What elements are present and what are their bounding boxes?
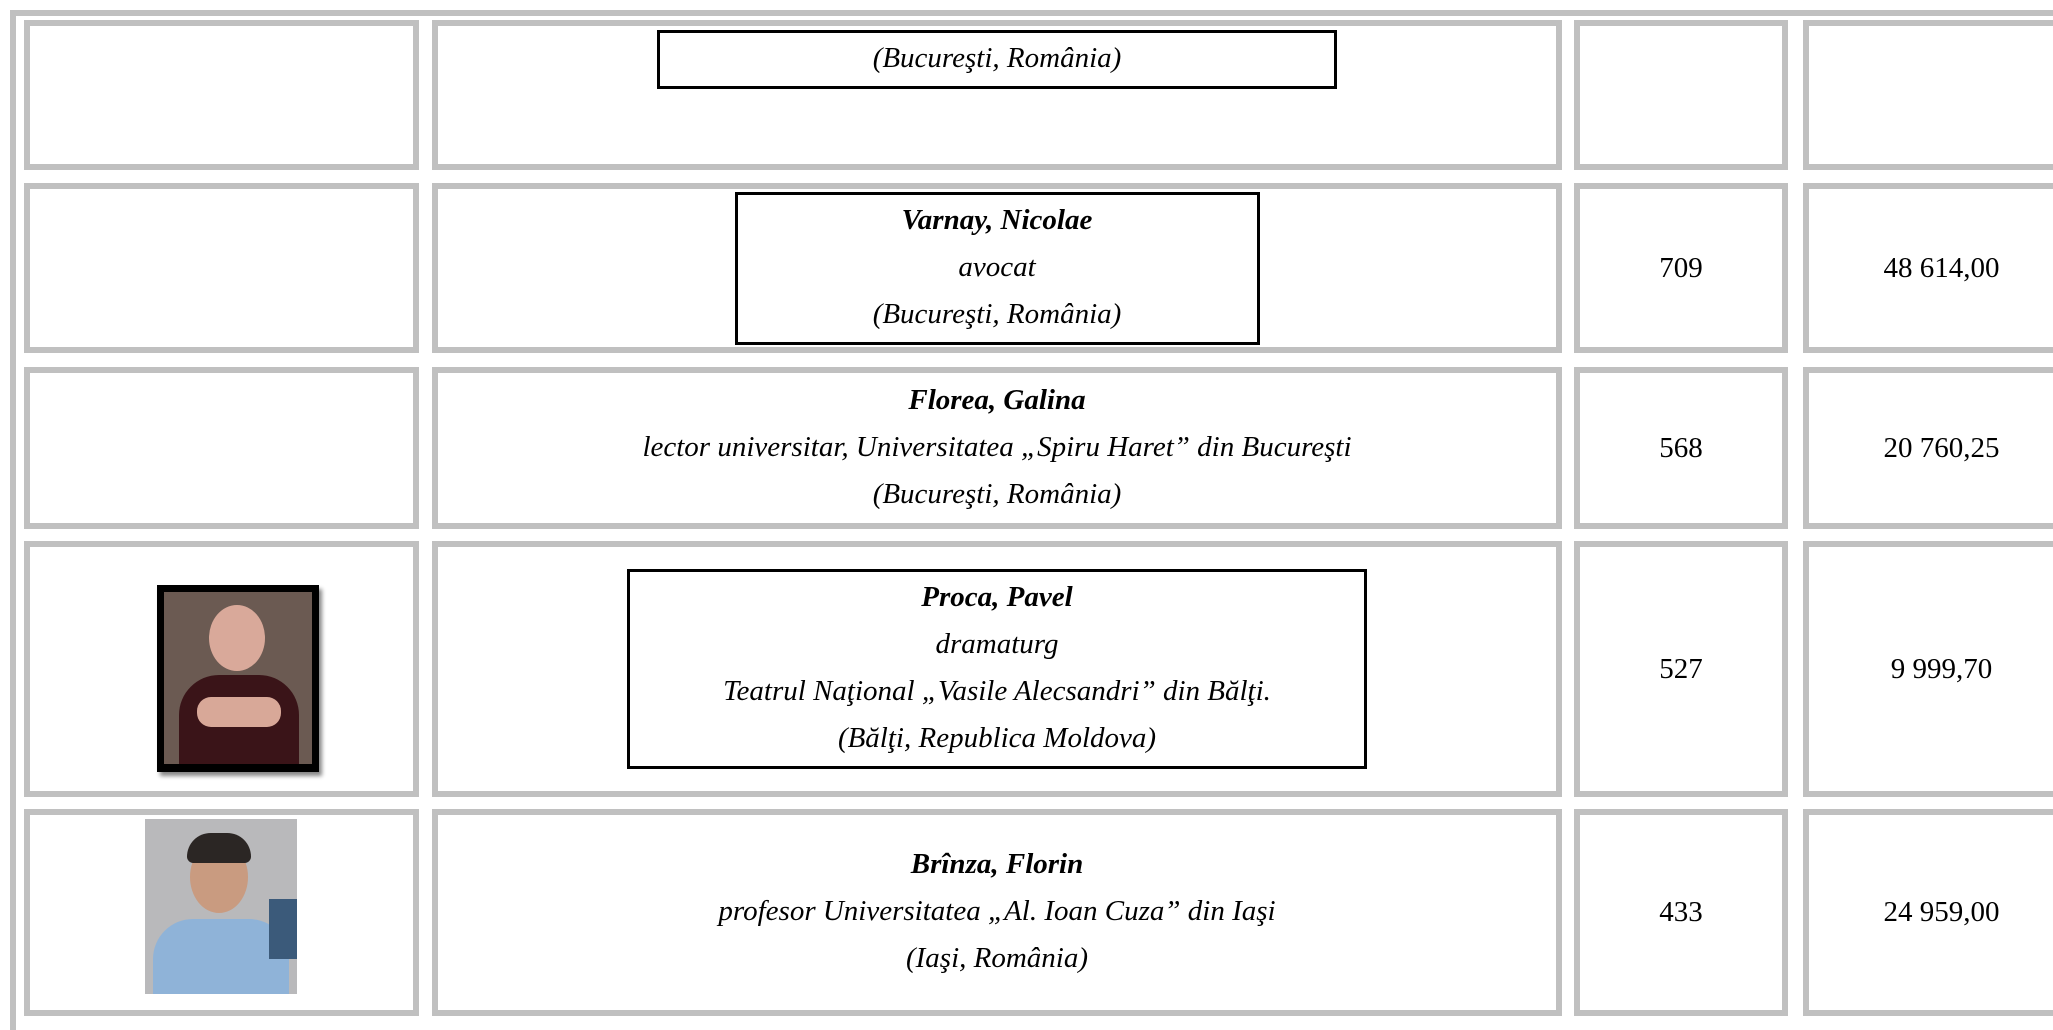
photo-cell bbox=[24, 367, 419, 529]
count: 709 bbox=[1659, 251, 1703, 284]
count-cell: 709 bbox=[1574, 183, 1788, 353]
count-cell: 568 bbox=[1574, 367, 1788, 529]
person-name: Brînza, Florin bbox=[910, 848, 1084, 880]
count: 433 bbox=[1659, 896, 1703, 928]
count-cell: 527 bbox=[1574, 541, 1788, 797]
amount-cell: 20 760,25 bbox=[1803, 367, 2053, 529]
amount-cell bbox=[1803, 20, 2053, 170]
person-name: Florea, Galina bbox=[908, 383, 1086, 416]
person-cell: Brînza, Florin profesor Universitatea „Al… bbox=[432, 809, 1562, 1016]
person-cell: Proca, Pavel dramaturg Teatrul Naţional „V… bbox=[432, 541, 1562, 797]
count-cell bbox=[1574, 20, 1788, 170]
count: 527 bbox=[1659, 652, 1703, 685]
amount-cell: 9 999,70 bbox=[1803, 541, 2053, 797]
person-detail: lector universitar, Universitatea „Spiru… bbox=[642, 430, 1352, 463]
amount: 9 999,70 bbox=[1890, 652, 1993, 685]
person-name: Varnay, Nicolae bbox=[901, 203, 1093, 236]
photo-cell bbox=[24, 541, 419, 797]
person-name: Proca, Pavel bbox=[921, 581, 1073, 613]
person-detail: Teatrul Naţional „Vasile Alecsandri” din… bbox=[723, 675, 1271, 707]
person-cell: Varnay, Nicolae avocat (Bucureşti, România… bbox=[432, 183, 1562, 353]
person-detail: (Bucureşti, România) bbox=[872, 477, 1122, 510]
count: 568 bbox=[1659, 431, 1703, 464]
photo-proca bbox=[157, 585, 319, 772]
person-box: (Bucureşti, România) bbox=[657, 30, 1337, 89]
person-detail: (Iaşi, România) bbox=[905, 942, 1088, 974]
amount: 20 760,25 bbox=[1883, 431, 2000, 464]
person-detail: (Bălţi, Republica Moldova) bbox=[837, 722, 1157, 754]
person-box: Brînza, Florin profesor Universitatea „Al… bbox=[707, 836, 1286, 989]
table-frame bbox=[10, 10, 2053, 1030]
person-box: Florea, Galina lector universitar, Univer… bbox=[631, 372, 1362, 525]
person-detail: (Bucureşti, România) bbox=[872, 42, 1122, 74]
person-box: Proca, Pavel dramaturg Teatrul Naţional „V… bbox=[627, 569, 1367, 769]
photo-cell bbox=[24, 183, 419, 353]
photo-brinza bbox=[145, 819, 297, 994]
person-detail: dramaturg bbox=[935, 628, 1059, 660]
person-detail: avocat bbox=[958, 250, 1036, 283]
amount: 48 614,00 bbox=[1883, 251, 2000, 284]
person-cell: Florea, Galina lector universitar, Univer… bbox=[432, 367, 1562, 529]
photo-cell bbox=[24, 809, 419, 1016]
amount-cell: 48 614,00 bbox=[1803, 183, 2053, 353]
person-cell: (Bucureşti, România) bbox=[432, 20, 1562, 170]
person-box: Varnay, Nicolae avocat (Bucureşti, România… bbox=[734, 191, 1260, 345]
amount: 24 959,00 bbox=[1883, 896, 2000, 928]
count-cell: 433 bbox=[1574, 809, 1788, 1016]
person-detail: (Bucureşti, România) bbox=[872, 297, 1122, 330]
person-detail: profesor Universitatea „Al. Ioan Cuza” d… bbox=[718, 895, 1276, 927]
photo-cell bbox=[24, 20, 419, 170]
amount-cell: 24 959,00 bbox=[1803, 809, 2053, 1016]
